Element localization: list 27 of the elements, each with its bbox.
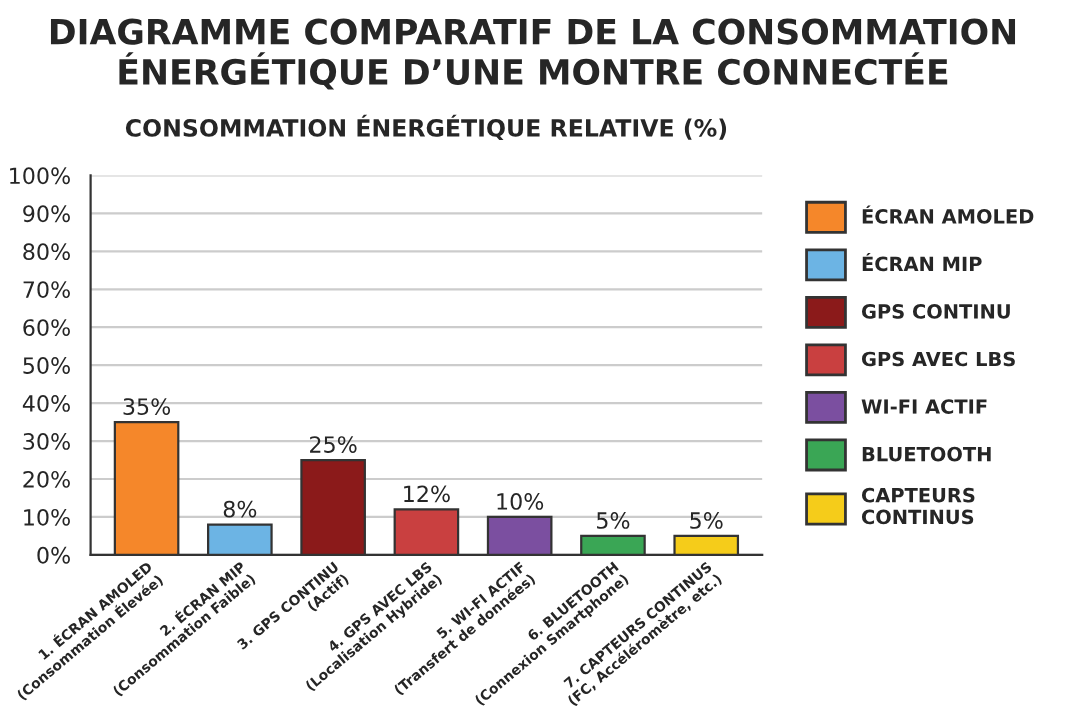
y-tick-label: 100%: [10, 167, 70, 185]
legend-label: BLUETOOTH: [862, 446, 991, 462]
data-label: 12%: [404, 485, 450, 503]
data-label: 35%: [123, 398, 171, 415]
y-tick-label: 10%: [24, 508, 70, 526]
chart-title: DIAGRAMME COMPARATIF DE LA CONSOMMATION ÉNERGÉTIQUE D’UNE MONTRE CONNECTÉE: [50, 18, 1016, 90]
legend-label: ÉCRAN AMOLED: [862, 205, 1034, 224]
y-tick-label: 70%: [23, 281, 70, 299]
y-tick-label: 30%: [23, 433, 70, 450]
data-label: 10%: [497, 493, 544, 510]
legend-label: CAPTEURS CONTINUS: [861, 487, 975, 525]
data-label: 5%: [597, 512, 630, 529]
y-tick-label: 50%: [23, 357, 70, 374]
y-tick-label: 90%: [23, 205, 70, 223]
data-label: 5%: [690, 512, 723, 529]
data-label: 8%: [223, 500, 257, 518]
legend-label: ÉCRAN MIP: [862, 252, 982, 272]
legend-label: GPS CONTINU: [861, 304, 1010, 319]
y-tick-label: 20%: [23, 470, 70, 488]
y-tick-label: 40%: [22, 395, 70, 412]
chart-subtitle: CONSOMMATION ÉNERGÉTIQUE RELATIVE (%): [125, 114, 727, 140]
y-tick-label: 80%: [23, 243, 70, 261]
legend-label: GPS AVEC LBS: [861, 351, 1015, 367]
y-tick-label: 0%: [37, 546, 70, 564]
data-label: 25%: [310, 436, 357, 453]
legend-label: WI-FI ACTIF: [861, 399, 987, 414]
y-tick-label: 60%: [23, 319, 70, 336]
